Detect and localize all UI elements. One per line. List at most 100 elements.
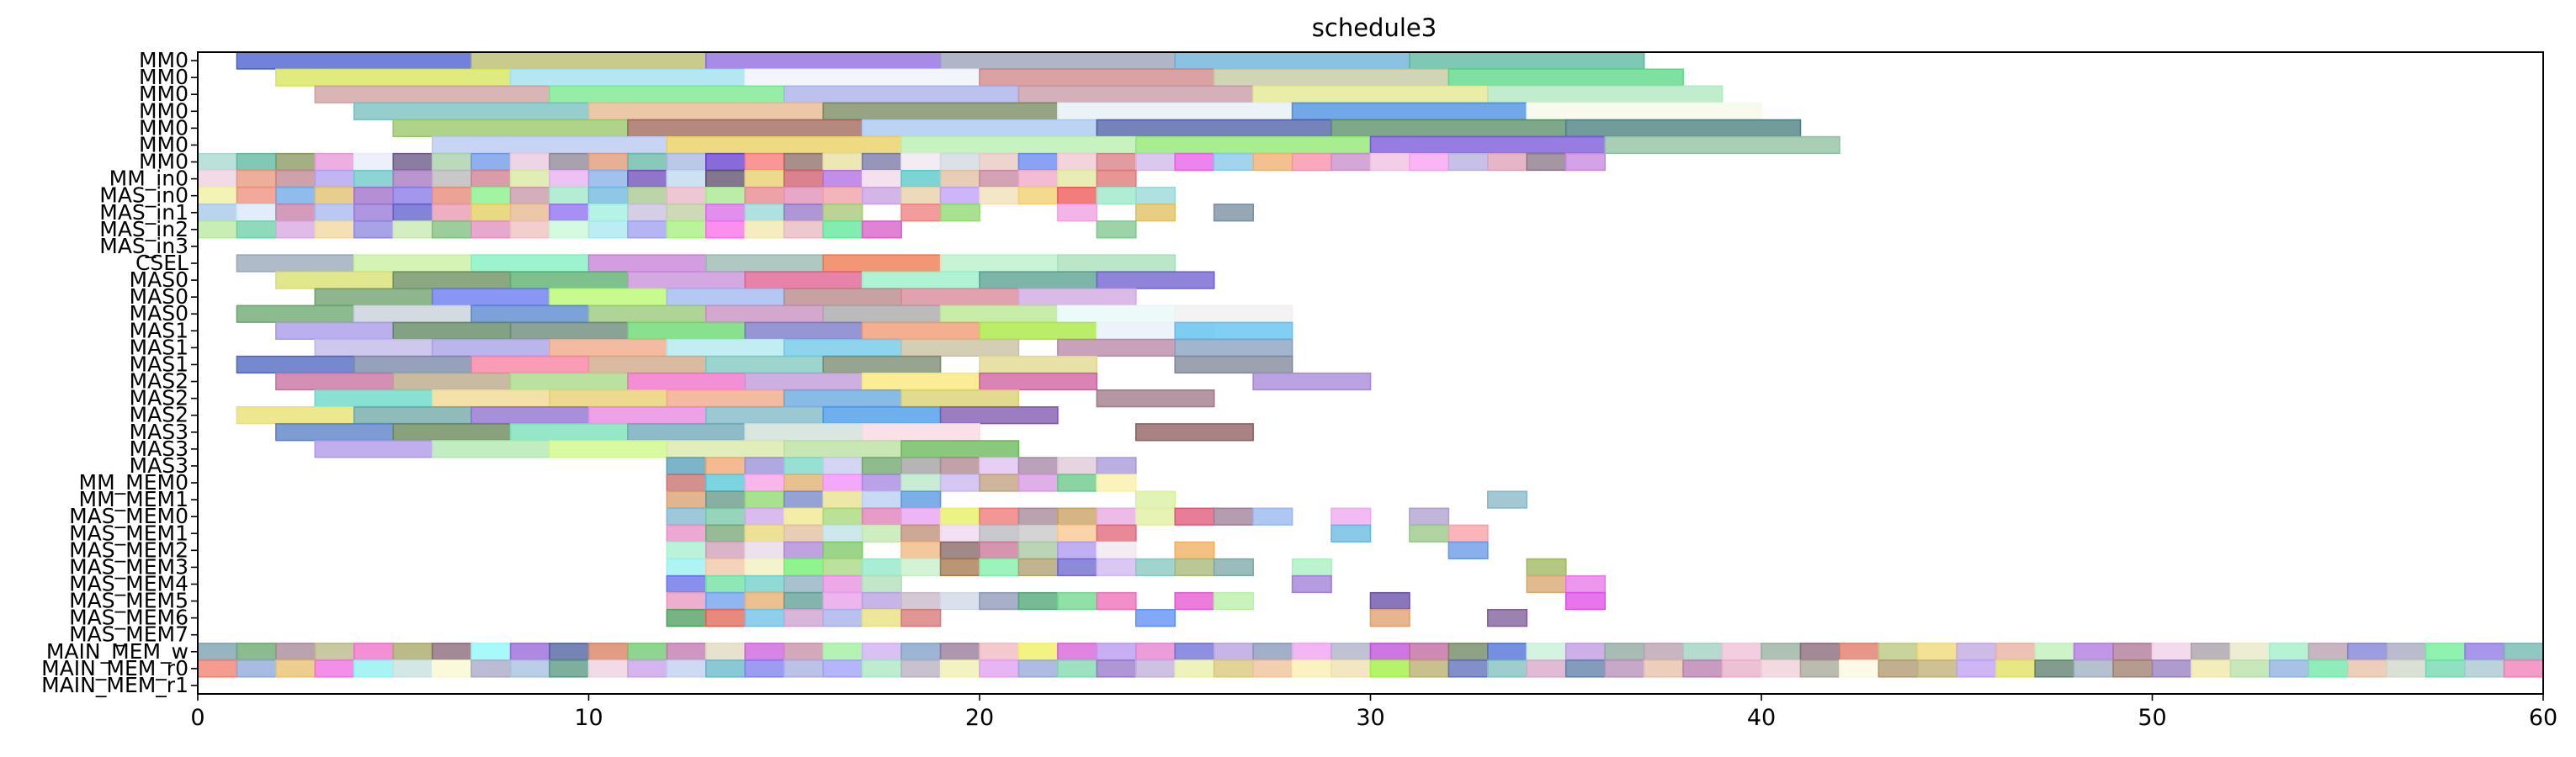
task-bar bbox=[1447, 659, 1489, 678]
task-bar bbox=[275, 68, 512, 87]
task-bar bbox=[314, 152, 355, 172]
task-bar bbox=[275, 643, 316, 661]
task-bar bbox=[979, 643, 1020, 661]
task-bar bbox=[705, 152, 746, 172]
task-bar bbox=[783, 591, 825, 611]
task-bar bbox=[666, 220, 707, 239]
task-bar bbox=[1252, 643, 1293, 661]
task-bar bbox=[1682, 659, 1724, 678]
task-bar bbox=[353, 187, 395, 205]
y-tick-label: MM0 bbox=[139, 115, 189, 140]
task-bar bbox=[1994, 643, 2036, 661]
task-bar bbox=[2386, 643, 2427, 661]
task-bar bbox=[900, 643, 942, 661]
task-bar bbox=[783, 659, 825, 678]
task-bar bbox=[509, 271, 629, 289]
task-bar bbox=[392, 119, 629, 137]
task-bar bbox=[1213, 659, 1254, 678]
task-bar bbox=[744, 507, 785, 526]
task-bar bbox=[744, 187, 785, 205]
task-bar bbox=[1291, 574, 1332, 594]
task-bar bbox=[275, 152, 316, 172]
task-bar bbox=[1252, 659, 1293, 678]
task-bar bbox=[2229, 643, 2271, 661]
task-bar bbox=[979, 457, 1020, 475]
task-bar bbox=[1135, 152, 1176, 172]
task-bar bbox=[1174, 507, 1215, 526]
task-bar bbox=[1447, 68, 1684, 87]
task-bar bbox=[1409, 659, 1450, 678]
task-bar bbox=[979, 659, 1020, 678]
y-tick-label: MAS1 bbox=[130, 352, 189, 376]
task-bar bbox=[1057, 541, 1098, 559]
task-bar bbox=[627, 204, 668, 222]
task-bar bbox=[861, 220, 902, 239]
task-bar bbox=[549, 389, 668, 408]
task-bar bbox=[861, 574, 902, 594]
task-bar bbox=[587, 187, 629, 205]
task-bar bbox=[431, 204, 472, 222]
task-bar bbox=[1330, 643, 1372, 661]
task-bar bbox=[1369, 152, 1410, 172]
y-tick-label: MAS0 bbox=[130, 284, 189, 309]
task-bar bbox=[392, 152, 433, 172]
task-bar bbox=[549, 152, 590, 172]
task-bar bbox=[2269, 643, 2310, 661]
task-bar bbox=[549, 338, 668, 357]
task-bar bbox=[431, 187, 472, 205]
task-bar bbox=[2308, 643, 2349, 661]
task-bar bbox=[822, 609, 863, 627]
task-bar bbox=[783, 389, 902, 408]
task-bar bbox=[861, 507, 902, 526]
task-bar bbox=[900, 338, 1020, 357]
task-bar bbox=[431, 389, 550, 408]
task-bar bbox=[275, 423, 395, 442]
y-tick-label: MAS1 bbox=[130, 318, 189, 342]
task-bar bbox=[744, 609, 785, 627]
task-bar bbox=[1057, 204, 1098, 222]
task-bar bbox=[549, 85, 785, 103]
task-bar bbox=[197, 659, 238, 678]
task-bar bbox=[1213, 643, 1254, 661]
task-bar bbox=[1369, 609, 1410, 627]
task-bar bbox=[861, 457, 902, 475]
task-bar bbox=[431, 288, 550, 306]
task-bar bbox=[1057, 558, 1098, 577]
task-bar bbox=[1096, 187, 1137, 205]
y-tick-label: MAS3 bbox=[130, 420, 189, 444]
task-bar bbox=[1447, 152, 1489, 172]
task-bar bbox=[900, 187, 942, 205]
task-bar bbox=[1917, 643, 1958, 661]
y-tick-label: MM_MEM1 bbox=[79, 487, 189, 511]
task-bar bbox=[1057, 474, 1098, 492]
task-bar bbox=[822, 304, 942, 323]
task-bar bbox=[666, 389, 785, 408]
task-bar bbox=[861, 558, 902, 577]
task-bar bbox=[627, 152, 668, 172]
task-bar bbox=[314, 389, 433, 408]
task-bar bbox=[197, 169, 238, 188]
task-bar bbox=[1057, 591, 1098, 611]
x-axis: 0 10 20 30 40 50 60 bbox=[190, 694, 2557, 731]
task-bar bbox=[822, 457, 863, 475]
task-bar bbox=[1213, 152, 1254, 172]
task-bar bbox=[509, 68, 746, 87]
task-bar bbox=[353, 659, 395, 678]
task-bar bbox=[1135, 609, 1176, 627]
task-bar bbox=[236, 406, 355, 425]
task-bar bbox=[314, 220, 355, 239]
y-tick-label: MAS2 bbox=[130, 403, 189, 427]
task-bar bbox=[392, 321, 512, 340]
y-tick-label: MAS_MEM3 bbox=[69, 554, 189, 579]
task-bar bbox=[705, 169, 746, 188]
task-bar bbox=[900, 507, 942, 526]
task-bar bbox=[1096, 643, 1137, 661]
task-bar bbox=[705, 474, 746, 492]
task-bar bbox=[1057, 254, 1176, 273]
y-tick-label: MAIN_MEM_r1 bbox=[41, 673, 189, 697]
task-bar bbox=[666, 135, 902, 155]
task-bar bbox=[979, 152, 1020, 172]
task-bar bbox=[1369, 659, 1410, 678]
task-bar bbox=[861, 169, 902, 188]
